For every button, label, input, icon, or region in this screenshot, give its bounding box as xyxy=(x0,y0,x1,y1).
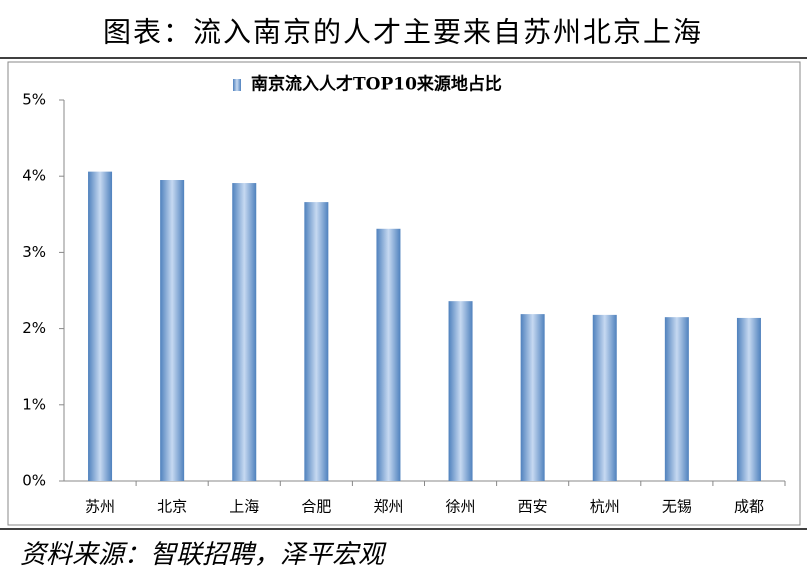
y-tick-label: 4% xyxy=(22,167,46,185)
x-tick-label: 徐州 xyxy=(446,498,476,516)
bar xyxy=(88,171,113,482)
legend-label: 南京流入人才TOP10来源地占比 xyxy=(251,74,502,95)
bar xyxy=(664,317,689,481)
x-tick-label: 杭州 xyxy=(590,498,620,516)
bar xyxy=(448,301,473,481)
page-title: 图表：流入南京的人才主要来自苏州北京上海 xyxy=(103,16,703,49)
x-tick-label: 成都 xyxy=(734,498,764,516)
bar xyxy=(160,180,185,481)
x-tick-label: 无锡 xyxy=(662,498,692,516)
y-tick-label: 0% xyxy=(22,472,46,490)
bar xyxy=(304,202,329,481)
x-tick-label: 合肥 xyxy=(301,498,331,516)
bar xyxy=(376,228,401,481)
x-tick-label: 上海 xyxy=(229,498,259,516)
x-tick-label: 苏州 xyxy=(85,498,115,516)
bar xyxy=(520,314,545,481)
x-tick-label: 北京 xyxy=(157,498,187,516)
legend-marker xyxy=(233,79,241,91)
source: 资料来源：智联招聘，泽平宏观 xyxy=(20,540,387,570)
bar xyxy=(232,183,257,482)
y-tick-label: 2% xyxy=(22,319,46,337)
chart-frame xyxy=(7,61,801,526)
y-tick-label: 5% xyxy=(22,91,46,109)
x-tick-label: 西安 xyxy=(518,498,548,516)
y-tick-label: 1% xyxy=(22,395,46,413)
y-tick-label: 3% xyxy=(22,243,46,261)
bar xyxy=(736,317,761,481)
x-tick-label: 郑州 xyxy=(373,498,403,516)
bar xyxy=(592,314,617,481)
